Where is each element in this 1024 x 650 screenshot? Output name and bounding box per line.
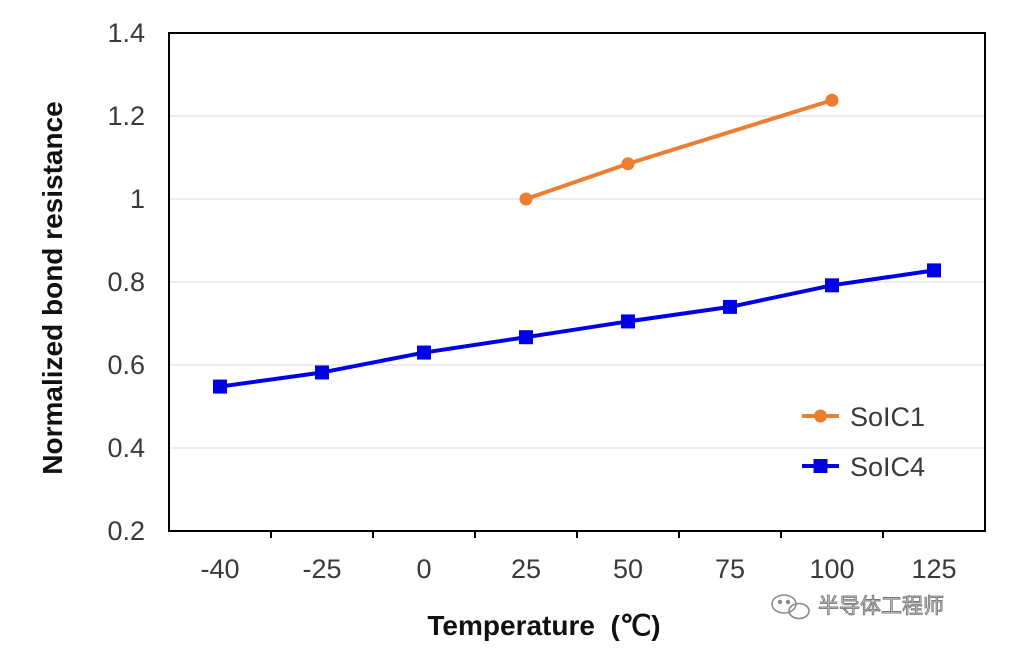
x-axis-ticks: [270, 531, 884, 538]
data-point-SoIC1: [519, 192, 533, 206]
data-point-SoIC4: [213, 379, 227, 394]
y-tick-label: 0.4: [107, 433, 145, 463]
y-axis-tick-labels: 0.2 0.4 0.6 0.8 1 1.2 1.4: [107, 18, 145, 546]
x-axis-title: Temperature (℃): [427, 610, 660, 641]
wechat-logo-icon: [771, 594, 810, 620]
data-series: [213, 93, 941, 394]
x-tick-label: -40: [200, 554, 239, 584]
y-tick-label: 1.2: [107, 101, 145, 131]
legend-label-SoIC1: SoIC1: [850, 402, 925, 432]
y-tick-label: 0.2: [107, 516, 145, 546]
series-SoIC1: [519, 93, 839, 206]
x-tick-label: 25: [511, 554, 541, 584]
data-point-SoIC4: [723, 299, 737, 314]
x-tick-label: 75: [715, 554, 745, 584]
data-point-SoIC1: [621, 157, 635, 171]
legend: SoIC1 SoIC4: [802, 402, 925, 482]
series-SoIC4: [213, 263, 941, 394]
x-tick-label: -25: [302, 554, 341, 584]
data-point-SoIC4: [519, 330, 533, 345]
data-point-SoIC1: [825, 93, 839, 107]
x-tick-label: 50: [613, 554, 643, 584]
legend-marker-SoIC4: [813, 459, 828, 473]
y-tick-label: 1.4: [107, 18, 145, 48]
watermark-text: 半导体工程师: [818, 594, 944, 618]
series-line-SoIC4: [219, 268, 935, 389]
y-axis-title: Normalized bond resistance: [37, 101, 68, 474]
x-tick-label: 0: [416, 554, 431, 584]
legend-label-SoIC4: SoIC4: [850, 452, 925, 482]
data-point-SoIC4: [417, 345, 431, 360]
data-point-SoIC4: [315, 365, 329, 380]
gridlines: [169, 115, 985, 449]
series-line-SoIC1: [525, 98, 833, 201]
watermark: 半导体工程师: [771, 594, 944, 620]
data-point-SoIC4: [927, 263, 941, 278]
data-point-SoIC4: [825, 278, 839, 293]
y-tick-label: 0.6: [107, 350, 145, 380]
x-tick-label: 100: [809, 554, 854, 584]
x-tick-label: 125: [911, 554, 956, 584]
legend-marker-SoIC1: [814, 409, 827, 423]
data-point-SoIC4: [621, 314, 635, 329]
x-axis-tick-labels: -40 -25 0 25 50 75 100 125: [200, 554, 956, 584]
y-tick-label: 1: [130, 184, 145, 214]
y-tick-label: 0.8: [107, 267, 145, 297]
